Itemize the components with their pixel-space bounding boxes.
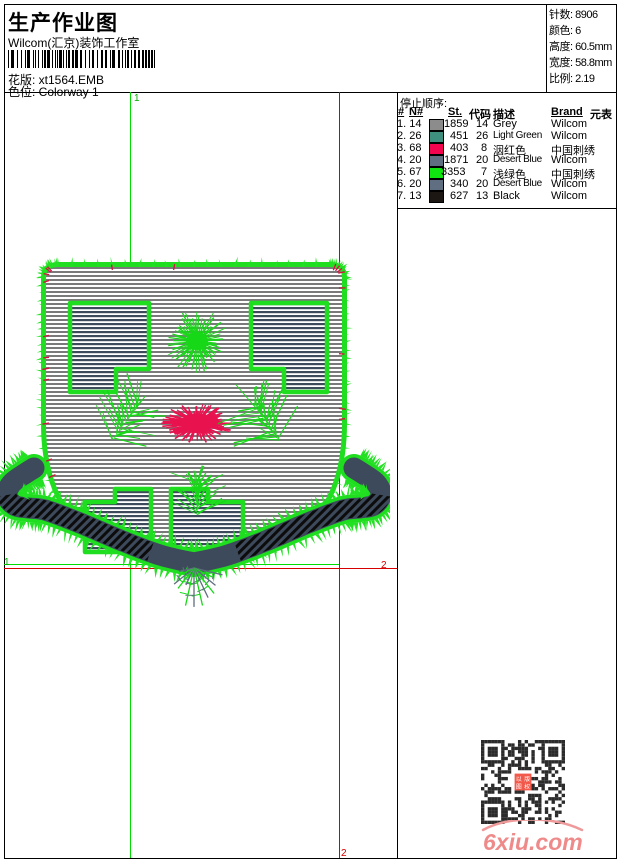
svg-text:6xiu.com: 6xiu.com bbox=[483, 829, 583, 855]
svg-text:以: 以 bbox=[516, 776, 522, 783]
svg-text:图: 图 bbox=[516, 784, 522, 791]
svg-text:权: 权 bbox=[524, 783, 530, 791]
svg-text:版: 版 bbox=[524, 775, 530, 783]
